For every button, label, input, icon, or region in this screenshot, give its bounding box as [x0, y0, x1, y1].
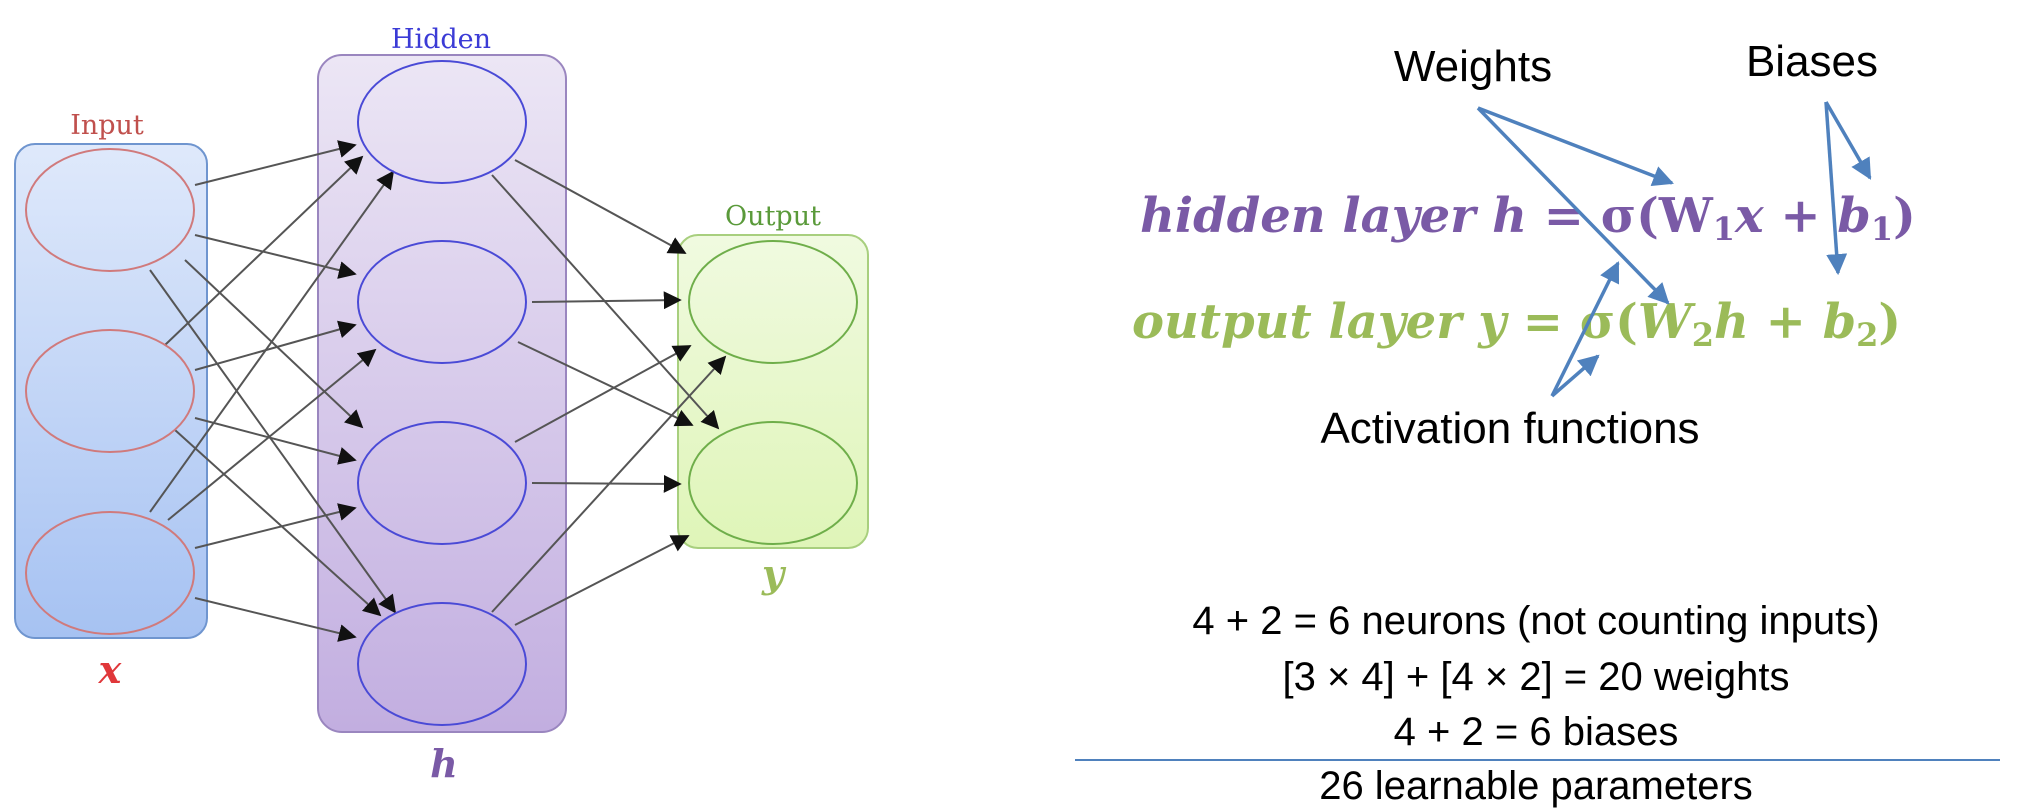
input-var-label: x [98, 647, 123, 692]
input-neurons [25, 148, 195, 635]
summary-biases: 4 + 2 = 6 biases [1394, 710, 1679, 754]
connection [184, 259, 364, 429]
hidden-neuron [357, 60, 527, 184]
summary-neurons: 4 + 2 = 6 neurons (not counting inputs) [1192, 599, 1879, 643]
summary-weights: [3 × 4] + [4 × 2] = 20 weights [1282, 655, 1789, 699]
output-layer: Output y [677, 201, 869, 596]
output-neuron [688, 240, 858, 364]
hidden-layer: Hidden h [317, 24, 567, 786]
weights-arrow-w2 [1476, 106, 1670, 305]
output-var-label: y [761, 551, 787, 596]
connection [194, 234, 357, 279]
connection [531, 474, 682, 493]
connection [491, 355, 727, 613]
biases-arrow-b1 [1824, 101, 1872, 180]
input-layer-title: Input [70, 110, 144, 141]
hidden-var-label: h [430, 741, 458, 786]
hidden-neuron [357, 602, 527, 726]
connection [517, 341, 694, 427]
output-neurons [688, 240, 858, 545]
output-layer-box [677, 234, 869, 549]
hidden-neuron [357, 240, 527, 364]
connection [167, 348, 377, 521]
connection [194, 320, 357, 371]
connection [514, 159, 687, 254]
connection [194, 417, 357, 465]
connection [194, 503, 357, 549]
hidden-layer-box [317, 54, 567, 733]
annotation-arrows [1476, 101, 1872, 398]
connection [514, 345, 692, 443]
hidden-layer-title: Hidden [391, 24, 491, 55]
connection [164, 155, 364, 346]
connection [149, 269, 397, 614]
output-layer-title: Output [725, 201, 821, 232]
hidden-neurons [357, 60, 527, 726]
activation-arrow-output [1550, 354, 1600, 398]
connection [174, 429, 382, 617]
input-neuron [25, 511, 195, 635]
activation-label: Activation functions [1320, 404, 1699, 453]
connection [194, 140, 357, 186]
biases-label: Biases [1746, 37, 1878, 86]
connection [194, 597, 357, 642]
connection [149, 170, 395, 513]
connection [514, 535, 690, 626]
weights-label: Weights [1394, 42, 1552, 91]
input-layer: Input x [14, 110, 208, 692]
weights-arrow-w1 [1477, 106, 1674, 186]
input-layer-box [14, 143, 208, 639]
input-neuron [25, 148, 195, 272]
output-equation: output layer y = σ(W2h + b2) [1132, 294, 1901, 354]
biases-arrow-b2 [1824, 101, 1848, 276]
summary-total: 26 learnable parameters [1319, 764, 1753, 808]
hidden-neuron [357, 421, 527, 545]
connections [149, 140, 727, 642]
output-neuron [688, 421, 858, 545]
input-neuron [25, 329, 195, 453]
connection [531, 291, 682, 310]
hidden-equation: hidden layer h = σ(W1x + b1) [1140, 188, 1916, 248]
activation-arrow-hidden [1550, 261, 1620, 397]
